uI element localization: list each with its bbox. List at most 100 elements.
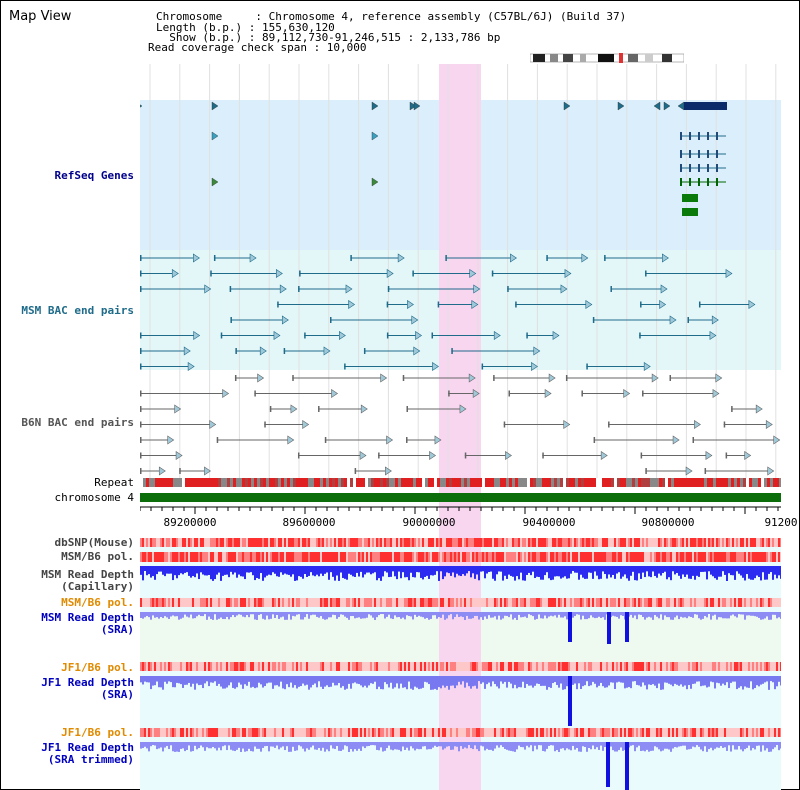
pol-segment — [652, 662, 654, 671]
pol-segment — [714, 538, 716, 547]
pol-segment — [572, 598, 574, 607]
depth-bar — [278, 676, 280, 687]
pol-segment — [706, 552, 708, 562]
pol-segment — [386, 598, 388, 607]
depth-bar — [340, 676, 342, 688]
depth-bar — [272, 742, 274, 747]
b6n-bac-pair-end — [692, 437, 695, 443]
repeat-segment — [182, 478, 185, 487]
depth-bar — [270, 676, 272, 683]
pol-segment — [302, 662, 304, 671]
depth-bar — [142, 612, 144, 619]
gene-marker — [413, 101, 421, 111]
pol-segment — [634, 552, 636, 562]
b6n-bac-pair-end — [608, 421, 610, 428]
pol-segment — [636, 552, 638, 562]
pol-segment — [302, 552, 304, 562]
depth-bar — [438, 566, 440, 581]
pol-segment — [230, 728, 232, 737]
depth-bar — [206, 566, 208, 576]
pol-segment — [670, 538, 672, 547]
depth-bar — [380, 612, 382, 615]
pol-segment — [254, 552, 256, 562]
pol-segment — [312, 538, 314, 547]
depth-bar — [236, 612, 238, 616]
repeat-segment — [716, 478, 719, 487]
repeat-segment — [746, 478, 749, 487]
pol-segment — [198, 728, 200, 737]
depth-bar — [450, 612, 452, 615]
depth-bar — [226, 676, 228, 688]
msm-bac-pair-end — [643, 361, 651, 372]
depth-bar — [654, 612, 656, 616]
depth-bar — [474, 676, 476, 686]
pol-segment — [734, 552, 736, 562]
pol-segment — [378, 538, 380, 547]
pol-segment — [148, 598, 150, 607]
pol-segment — [376, 598, 378, 607]
repeat-segment — [749, 478, 752, 487]
pol-segment — [422, 598, 424, 607]
pol-segment — [516, 662, 518, 671]
pol-segment — [380, 728, 382, 737]
pol-segment — [780, 662, 781, 671]
depth-bar — [442, 676, 444, 686]
depth-bar — [748, 566, 750, 579]
depth-bar — [146, 676, 148, 683]
depth-bar — [628, 566, 630, 581]
depth-bar — [284, 676, 286, 690]
depth-bar — [694, 742, 696, 748]
pol-segment — [440, 552, 442, 562]
repeat-segment — [644, 478, 647, 487]
depth-bar — [476, 566, 478, 575]
depth-bar — [524, 742, 526, 750]
pol-segment — [530, 552, 532, 562]
repeat-segment — [185, 478, 188, 487]
pol-segment — [564, 552, 566, 562]
pol-segment — [718, 662, 720, 671]
depth-bar — [534, 742, 536, 746]
pol-segment — [544, 538, 546, 547]
msm-bac-pair-end — [581, 253, 589, 263]
msm-bac-pair-end — [432, 361, 439, 372]
depth-bar — [690, 612, 692, 617]
depth-spike — [568, 676, 572, 726]
depth-bar — [594, 676, 596, 684]
pol-segment — [592, 538, 594, 547]
depth-bar — [422, 612, 424, 618]
depth-bar — [544, 742, 546, 752]
chromosome-ideogram[interactable] — [530, 53, 684, 63]
depth-bar — [752, 742, 754, 749]
pol-segment — [618, 728, 620, 737]
pol-segment — [550, 662, 552, 671]
pol-segment — [302, 538, 304, 547]
depth-bar — [374, 676, 376, 682]
repeat-segment — [209, 478, 212, 487]
pol-segment — [518, 598, 520, 607]
pol-segment — [172, 598, 174, 607]
depth-bar — [780, 676, 781, 686]
pol-segment — [428, 538, 430, 547]
exon — [689, 164, 691, 172]
pol-segment — [676, 552, 678, 562]
depth-bar — [672, 742, 674, 749]
depth-bar — [728, 566, 730, 574]
repeat-segment — [233, 478, 236, 487]
pol-segment — [560, 662, 562, 671]
depth-bar — [484, 612, 486, 617]
pol-segment — [324, 662, 326, 671]
depth-bar — [142, 676, 144, 685]
pol-segment — [494, 552, 496, 562]
pol-segment — [472, 598, 474, 607]
depth-bar — [502, 612, 504, 619]
depth-bar — [760, 676, 762, 685]
pol-segment — [490, 552, 492, 562]
pol-segment — [434, 598, 436, 607]
pol-segment — [734, 662, 736, 671]
pol-segment — [588, 538, 590, 547]
pol-segment — [330, 728, 332, 737]
repeat-segment — [572, 478, 575, 487]
pol-segment — [378, 728, 380, 737]
depth-bar — [170, 742, 172, 746]
genome-tracks-canvas[interactable] — [140, 64, 781, 790]
